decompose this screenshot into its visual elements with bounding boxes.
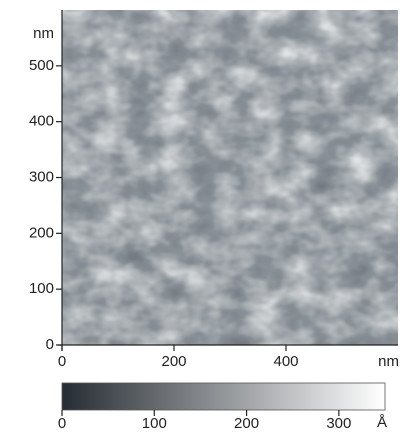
y-unit: nm bbox=[33, 25, 54, 42]
colorbar-tick-label: 200 bbox=[234, 415, 259, 432]
y-tick-label: 100 bbox=[29, 280, 54, 297]
y-tick-label: 0 bbox=[46, 336, 54, 353]
colorbar-tick-label: 100 bbox=[142, 415, 167, 432]
y-tick-label: 300 bbox=[29, 168, 54, 185]
x-tick-label: 0 bbox=[58, 353, 66, 370]
x-tick-label: 400 bbox=[273, 353, 298, 370]
colorbar-tick-label: 0 bbox=[58, 415, 66, 432]
y-tick-label: 200 bbox=[29, 224, 54, 241]
y-tick-label: 500 bbox=[29, 57, 54, 74]
colorbar-unit: Å bbox=[377, 414, 387, 431]
surface bbox=[62, 10, 398, 345]
x-unit: nm bbox=[378, 353, 399, 370]
x-tick-label: 200 bbox=[161, 353, 186, 370]
colorbar-tick-label: 300 bbox=[326, 415, 351, 432]
afm-image bbox=[62, 10, 398, 345]
colorbar bbox=[61, 382, 386, 411]
y-tick-label: 400 bbox=[29, 113, 54, 130]
